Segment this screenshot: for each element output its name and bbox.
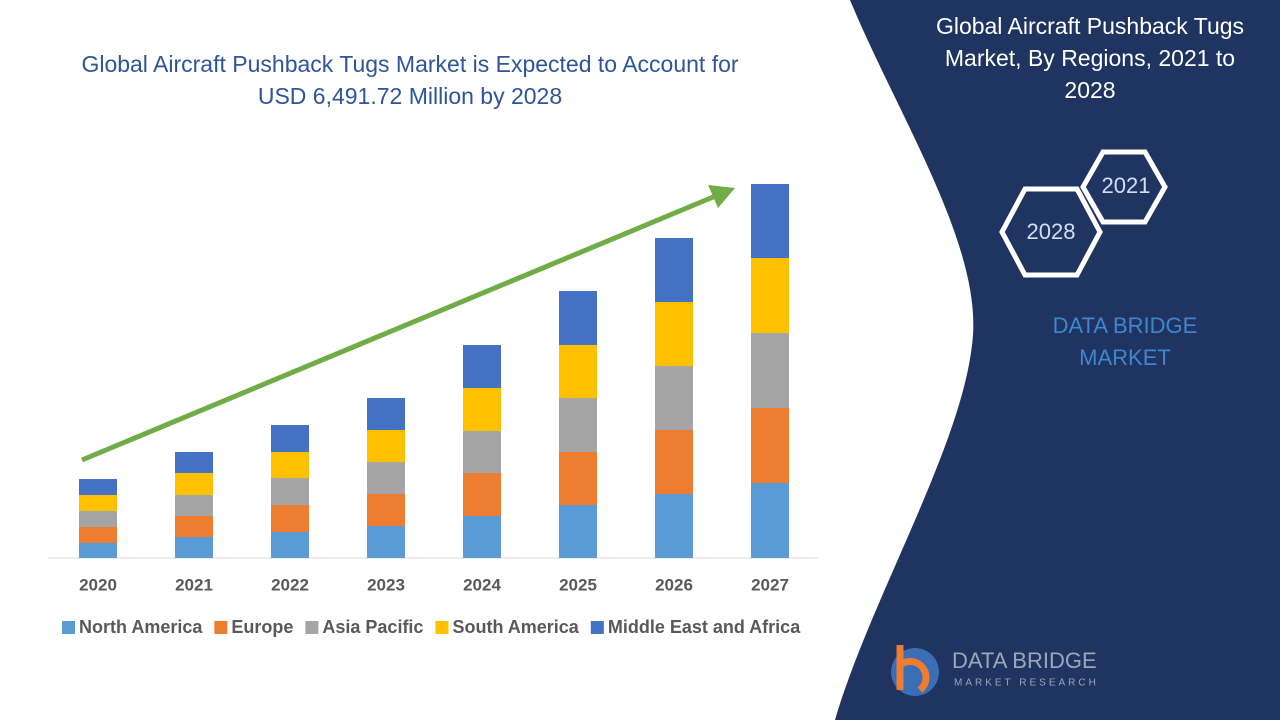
brand-box: DATA BRIDGE MARKET RESEARCH [1052, 313, 1198, 380]
bar-segment [559, 345, 597, 398]
bar-segment [271, 452, 309, 478]
bar-segment [175, 452, 213, 473]
bar-segment [175, 495, 213, 516]
x-tick-label: 2022 [271, 575, 309, 594]
bar-segment [367, 398, 405, 430]
bar-segment [655, 430, 693, 494]
brand: DATA BRIDGE MARKET RESEARCH [1052, 313, 1198, 380]
hex-label: 2028 [1027, 219, 1076, 244]
bar-segment [367, 526, 405, 558]
bar-segment [175, 537, 213, 558]
hexagon [1080, 149, 1168, 225]
bar-segment [271, 478, 309, 505]
title-box: Global Aircraft Pushback Tugs Market is … [81, 51, 739, 109]
bar-segment [79, 511, 117, 527]
bar-segment [175, 473, 213, 495]
legend-label: South America [452, 617, 579, 637]
bar-segment [463, 345, 501, 388]
bar-segment [271, 505, 309, 532]
hexagon [999, 186, 1103, 278]
x-tick-label: 2024 [463, 575, 501, 594]
bars [79, 184, 789, 558]
x-tick-label: 2021 [175, 575, 213, 594]
bar-segment [655, 366, 693, 430]
panel-title: Global Aircraft Pushback Tugs Market, By… [935, 13, 1245, 103]
bar-segment [271, 425, 309, 452]
legend-swatch [305, 621, 319, 634]
bar-segment [655, 302, 693, 366]
panel-title-box: Global Aircraft Pushback Tugs Market, By… [935, 13, 1245, 103]
x-tick-label: 2027 [751, 575, 789, 594]
legend-label: North America [79, 617, 203, 637]
arrow-head [708, 185, 735, 208]
bar-segment [79, 495, 117, 511]
legend-swatch [214, 621, 228, 634]
bar-segment [751, 258, 789, 333]
x-tick-label: 2025 [559, 575, 597, 594]
side-panel [835, 0, 1280, 720]
legend-swatch [62, 621, 75, 634]
bar-segment [463, 431, 501, 473]
bar-segment [559, 291, 597, 345]
bar-segment [367, 430, 405, 462]
legend-label: Europe [231, 617, 293, 637]
legend-label: Middle East and Africa [608, 617, 801, 637]
bar-segment [463, 516, 501, 558]
bar-segment [79, 479, 117, 495]
hex-label: 2021 [1102, 173, 1151, 198]
bar-segment [79, 527, 117, 543]
bar-segment [655, 238, 693, 302]
bar-segment [559, 398, 597, 452]
bar-segment [559, 452, 597, 505]
bar-segment [751, 184, 789, 258]
legend-swatch [590, 621, 604, 634]
bar-segment [463, 473, 501, 516]
bar-segment [751, 408, 789, 483]
logo-mark [896, 645, 930, 693]
bar-segment [367, 462, 405, 494]
x-tick-label: 2026 [655, 575, 693, 594]
trend-arrow [81, 192, 719, 463]
chart-title: Global Aircraft Pushback Tugs Market is … [81, 51, 739, 109]
x-tick-label: 2020 [79, 575, 117, 594]
bar-segment [463, 388, 501, 431]
bar-segment [751, 483, 789, 558]
logo-name: DATA BRIDGE [952, 648, 1097, 673]
x-tick-label: 2023 [367, 575, 405, 594]
bar-segment [559, 505, 597, 558]
logo-sub: MARKET RESEARCH [954, 678, 1099, 689]
bar-segment [367, 494, 405, 526]
bar-segment [655, 494, 693, 558]
bar-segment [751, 333, 789, 408]
bar-segment [271, 532, 309, 558]
legend-label: Asia Pacific [322, 617, 423, 637]
legend-swatch [435, 621, 449, 634]
bar-segment [79, 543, 117, 558]
bar-segment [175, 516, 213, 537]
